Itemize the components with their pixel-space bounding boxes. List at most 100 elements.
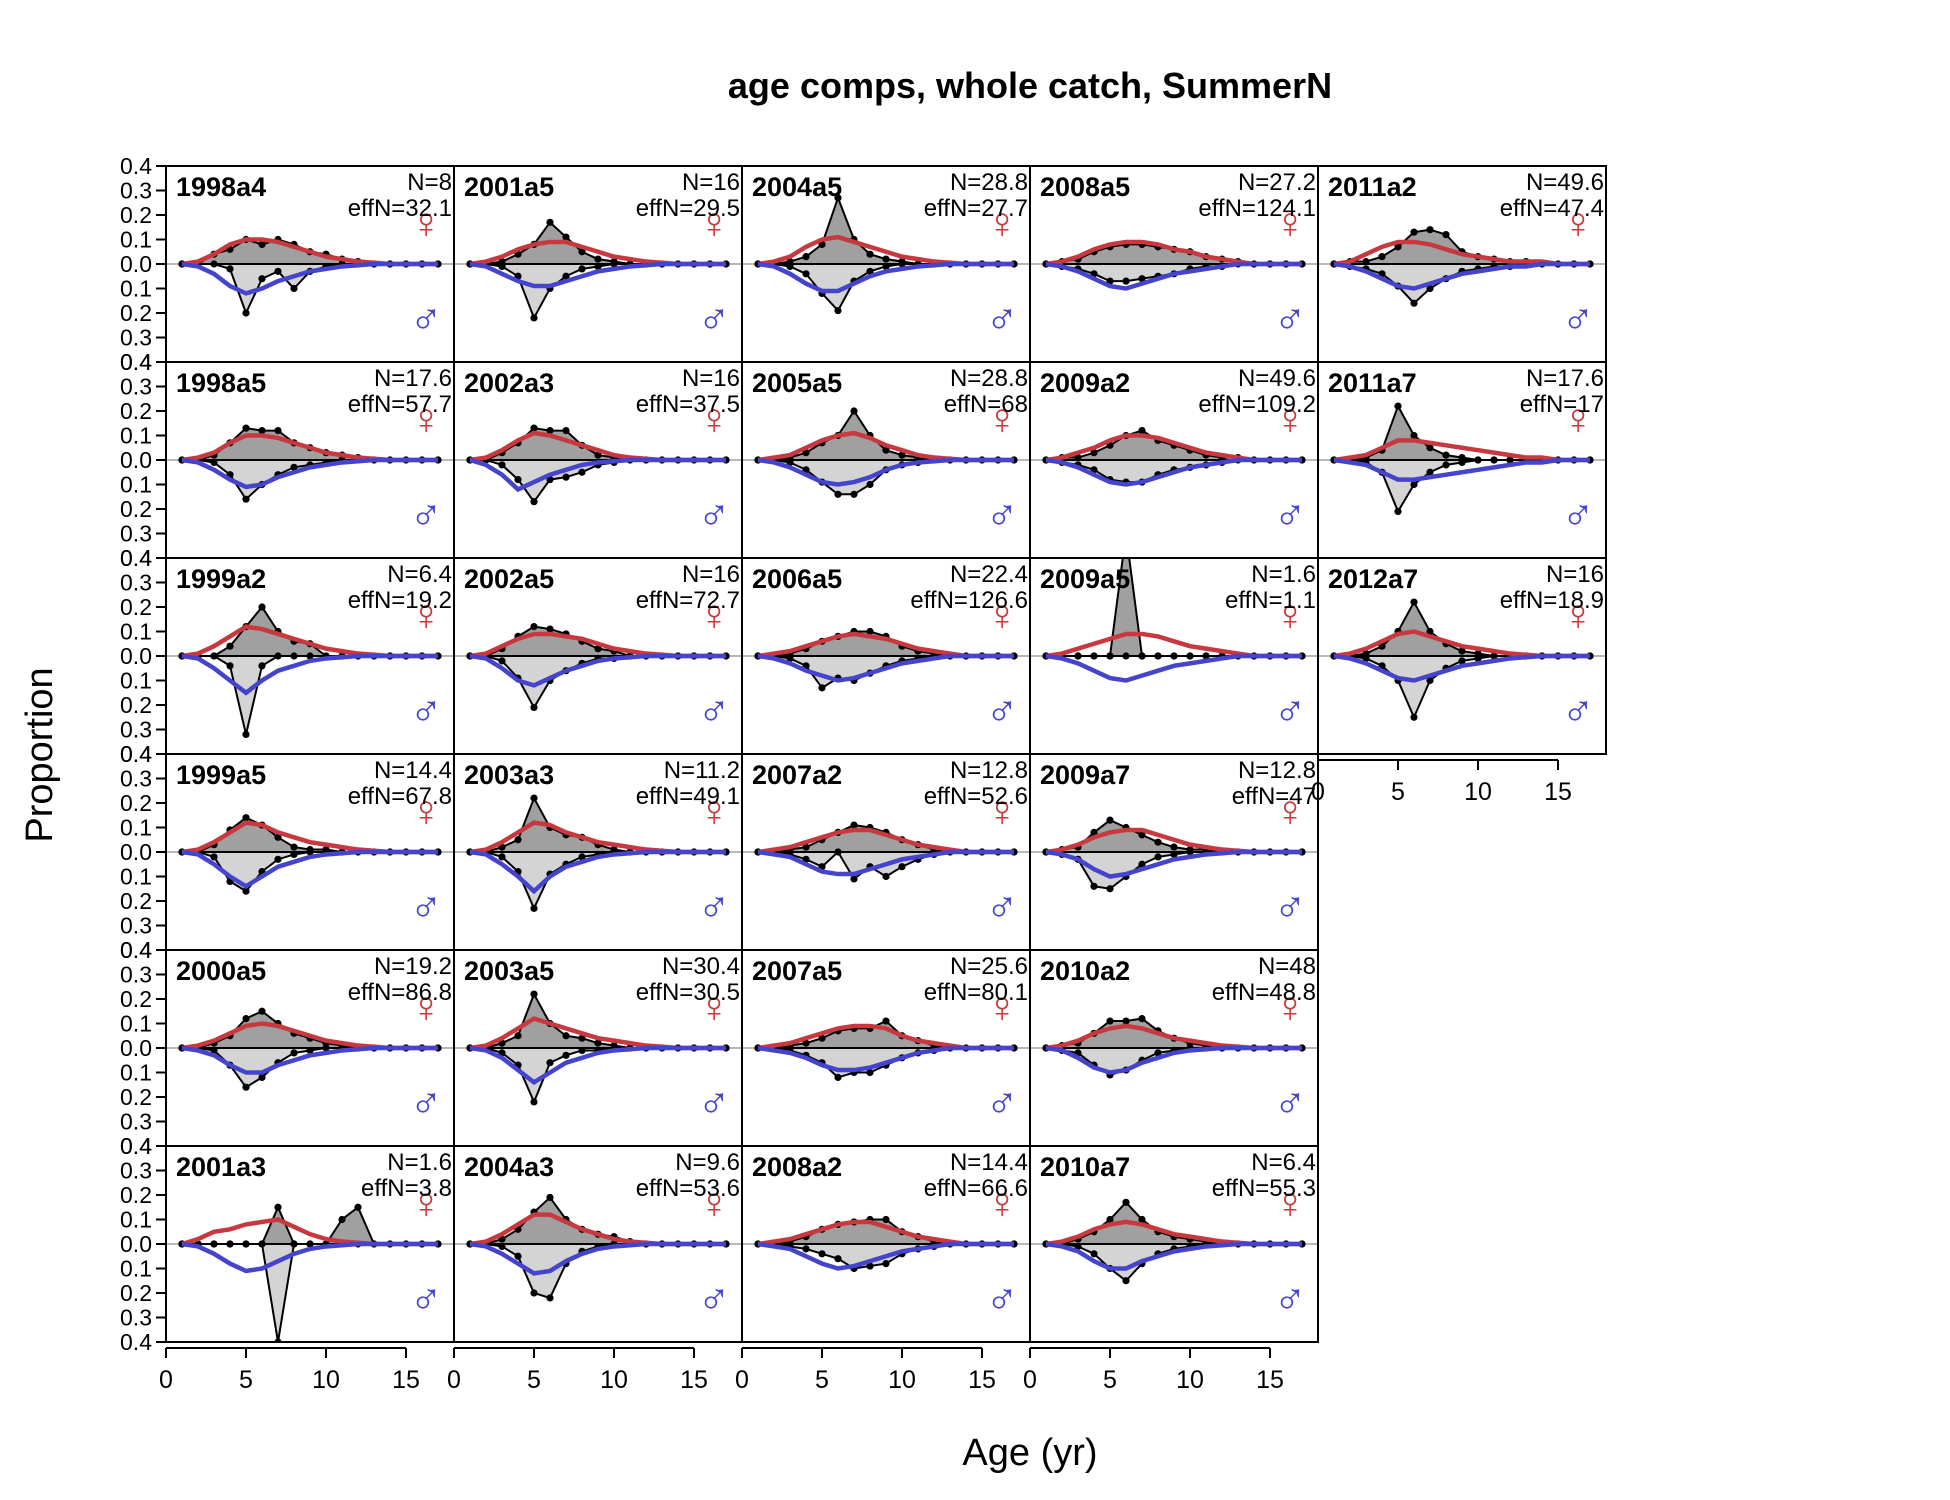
- female-observed-area: [182, 605, 438, 657]
- male-symbol: ♂: [1274, 883, 1307, 932]
- panel-1998a5: ♀♂1998a5 N=17.6effN=57.70.40.30.20.10.00.…: [120, 349, 455, 571]
- female-observed-point: [546, 218, 554, 226]
- y-tick-label: 0.0: [120, 839, 152, 865]
- female-observed-point: [258, 603, 266, 611]
- x-tick-label: 10: [600, 1366, 628, 1394]
- female-observed-point: [274, 427, 282, 435]
- panel-label: 1998a5: [176, 368, 266, 398]
- male-observed-point: [1138, 860, 1146, 868]
- female-observed-area: [758, 1019, 1014, 1049]
- female-observed-point: [1458, 647, 1466, 655]
- male-observed-point: [594, 262, 602, 271]
- panel-sample-size: N=49.6: [1526, 169, 1604, 196]
- male-observed-point: [578, 468, 586, 476]
- male-symbol: ♂: [698, 883, 731, 932]
- male-observed-point: [1426, 284, 1434, 293]
- female-observed-point: [242, 814, 250, 822]
- female-observed-point: [562, 427, 570, 435]
- female-symbol: ♀: [986, 787, 1019, 836]
- male-observed-point: [1122, 1277, 1130, 1285]
- y-tick-label: 0.4: [120, 1329, 152, 1355]
- y-tick-label: 0.4: [120, 545, 152, 571]
- female-observed-point: [1074, 453, 1082, 462]
- male-observed-point: [1090, 1250, 1098, 1258]
- male-observed-point: [274, 855, 282, 863]
- x-tick-label: 0: [447, 1366, 461, 1394]
- female-observed-point: [546, 427, 554, 435]
- x-tick-label: 5: [1391, 778, 1405, 806]
- male-symbol: ♂: [698, 295, 731, 344]
- male-observed-area: [758, 655, 1014, 690]
- x-tick-label: 0: [735, 1366, 749, 1394]
- y-tick-label: 0.1: [120, 815, 152, 841]
- y-tick-label: 0.4: [120, 153, 152, 179]
- y-tick-label: 0.0: [120, 643, 152, 669]
- y-tick-label: 0.2: [120, 1280, 152, 1306]
- male-observed-point: [546, 1059, 554, 1067]
- male-symbol: ♂: [410, 491, 443, 540]
- x-tick-label: 15: [680, 1366, 708, 1394]
- panel-sample-size: N=25.6: [950, 953, 1028, 980]
- y-tick-label: 0.0: [120, 251, 152, 277]
- panel-label: 2009a5: [1040, 564, 1130, 594]
- panel-effective-n: effN=49.1: [636, 783, 740, 810]
- y-tick-label: 0.2: [120, 594, 152, 620]
- female-observed-point: [1122, 530, 1129, 537]
- male-observed-point: [1138, 275, 1146, 283]
- panel-plot-area: [1318, 402, 1606, 516]
- male-observed-point: [818, 684, 826, 692]
- panel-sample-size: N=11.2: [664, 757, 740, 784]
- panel-sample-size: N=28.8: [950, 365, 1028, 392]
- female-symbol: ♀: [986, 199, 1019, 248]
- panel-label: 1999a5: [176, 760, 266, 790]
- female-observed-point: [1426, 226, 1434, 234]
- female-observed-point: [882, 446, 890, 454]
- male-observed-point: [306, 848, 314, 856]
- panel-effective-n: effN=86.8: [348, 979, 452, 1006]
- male-observed-point: [1458, 458, 1466, 467]
- y-tick-label: 0.4: [120, 349, 152, 375]
- male-symbol: ♂: [698, 687, 731, 736]
- male-symbol: ♂: [410, 883, 443, 932]
- panel-effective-n: effN=47.4: [1500, 195, 1604, 222]
- female-observed-point: [1090, 449, 1098, 457]
- y-tick-label: 0.2: [120, 202, 152, 228]
- female-observed-point: [290, 843, 298, 851]
- y-tick-label: 0.3: [120, 374, 152, 400]
- panel-label: 2007a2: [752, 760, 842, 790]
- male-observed-point: [882, 1260, 890, 1268]
- panel-effective-n: effN=1.1: [1225, 587, 1316, 614]
- female-observed-area: [182, 427, 438, 461]
- male-symbol: ♂: [410, 687, 443, 736]
- y-tick-label: 0.4: [120, 1133, 152, 1159]
- male-observed-area: [470, 851, 726, 911]
- male-observed-point: [834, 306, 842, 315]
- female-symbol: ♀: [1562, 395, 1595, 444]
- male-observed-point: [514, 1252, 522, 1260]
- x-tick-label: 10: [888, 1366, 916, 1394]
- female-observed-point: [578, 248, 586, 256]
- y-tick-label: 0.0: [120, 1035, 152, 1061]
- y-tick-label: 0.4: [120, 1133, 152, 1159]
- male-symbol: ♂: [986, 883, 1019, 932]
- panel-plot-area: [166, 1007, 454, 1091]
- male-observed-point: [1474, 654, 1482, 663]
- female-symbol: ♀: [410, 395, 443, 444]
- panel-sample-size: N=22.4: [950, 561, 1028, 588]
- y-tick-label: 0.3: [120, 913, 152, 939]
- panel-label: 2003a3: [464, 760, 554, 790]
- y-tick-label: 0.4: [120, 741, 152, 767]
- male-observed-point: [530, 703, 538, 712]
- male-expected-line: [469, 457, 726, 493]
- male-observed-point: [1186, 652, 1194, 660]
- male-observed-point: [210, 458, 218, 467]
- x-tick-label: 15: [1544, 778, 1572, 806]
- x-tick-label: 5: [527, 1366, 541, 1394]
- female-observed-point: [274, 833, 282, 841]
- male-observed-point: [242, 1083, 250, 1091]
- female-observed-point: [1122, 1017, 1130, 1025]
- male-observed-point: [834, 848, 842, 856]
